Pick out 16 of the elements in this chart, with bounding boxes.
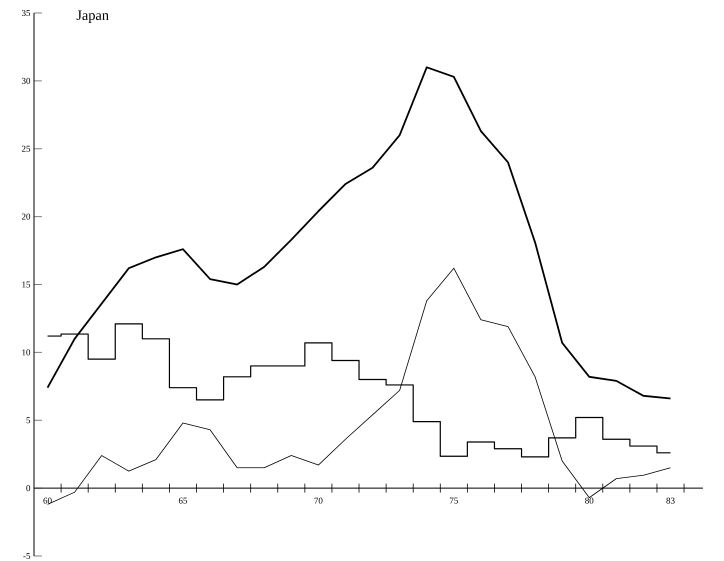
x-tick-label: 60 [43, 498, 52, 504]
y-tick-label: 20 [22, 214, 30, 220]
y-tick-label: 15 [22, 281, 30, 288]
y-tick-label: 10 [22, 349, 30, 356]
y-tick-label: 25 [22, 146, 30, 152]
y-tick-label: 5 [26, 417, 30, 424]
x-tick-label: 65 [178, 498, 188, 504]
y-tick-label: -5 [23, 553, 30, 559]
x-tick-label: 75 [450, 498, 458, 504]
x-tick-label: 83 [666, 498, 675, 504]
chart-title: Japan [76, 10, 109, 23]
y-tick-label: 0 [26, 485, 30, 492]
x-tick-label: 70 [314, 498, 323, 504]
x-tick-label: 80 [585, 498, 594, 504]
y-tick-label: 30 [22, 78, 30, 84]
y-tick-label: 35 [22, 10, 30, 16]
